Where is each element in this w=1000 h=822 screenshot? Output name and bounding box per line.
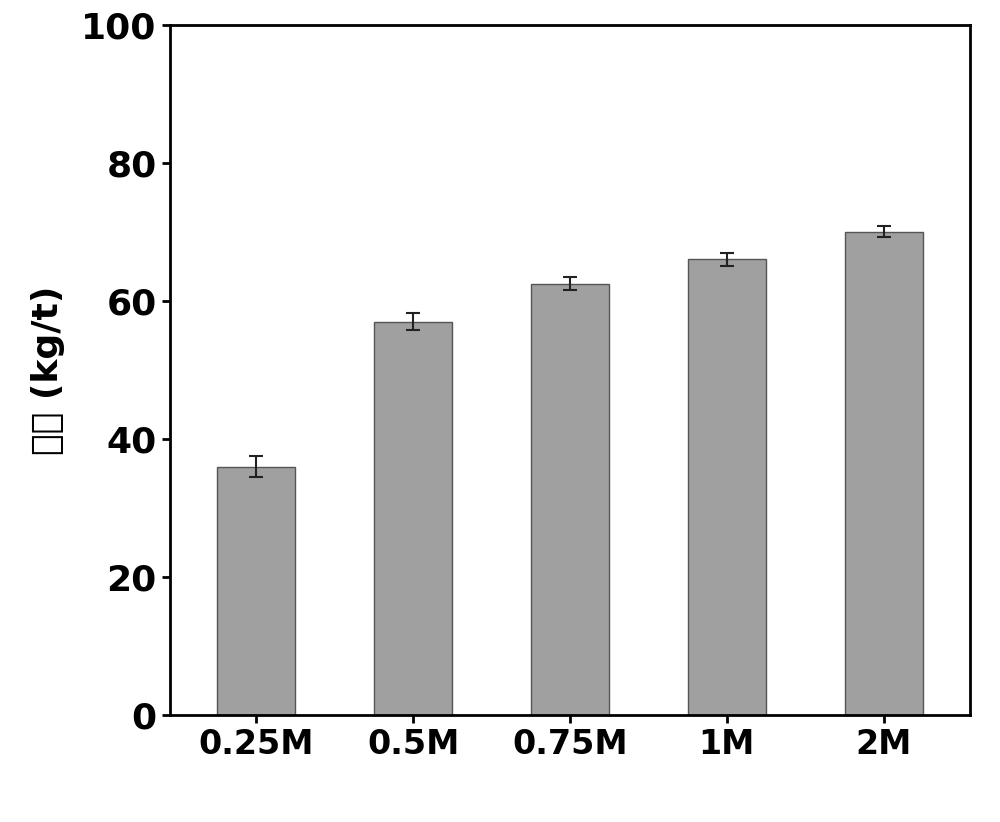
Bar xyxy=(531,284,609,715)
Bar xyxy=(217,467,295,715)
Bar xyxy=(845,232,923,715)
Y-axis label: 产率 (kg/t): 产率 (kg/t) xyxy=(31,285,65,455)
Bar xyxy=(374,321,452,715)
Bar xyxy=(688,260,766,715)
